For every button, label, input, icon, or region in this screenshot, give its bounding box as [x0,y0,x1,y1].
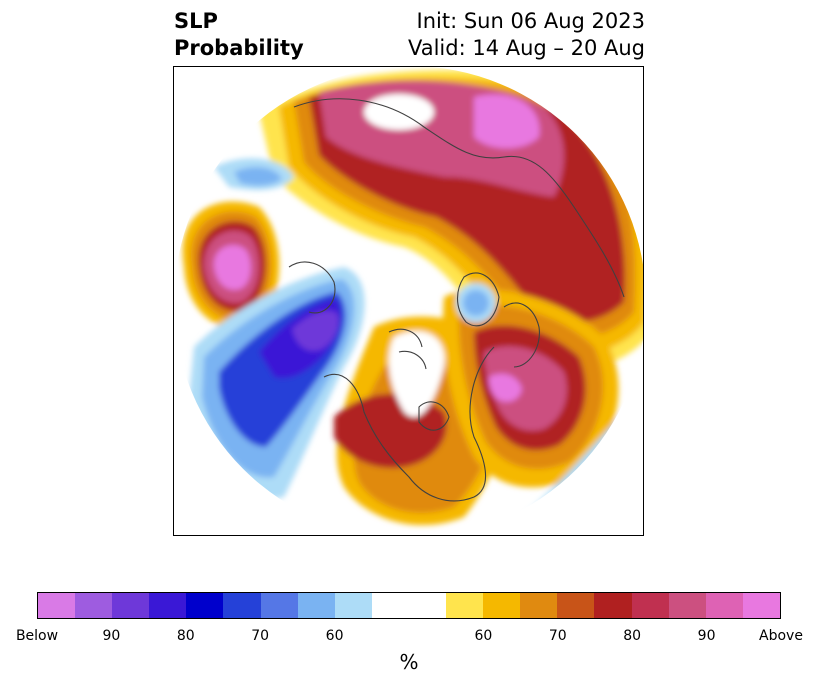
coastline-scandinavia [503,302,540,368]
colorbar-tick-label: 60 [325,628,344,644]
colorbar-tick-label: Above [759,628,803,644]
polar-map-svg [174,67,643,535]
coastline-alaska [288,261,336,314]
colorbar-tick-label: 70 [548,628,567,644]
forecast-dates: Init: Sun 06 Aug 2023 Valid: 14 Aug – 20… [408,8,645,62]
map-title: SLP Probability [174,8,304,62]
colorbar-swatch [186,593,224,618]
colorbar-swatch [557,593,595,618]
colorbar-swatch [371,593,409,618]
colorbar-swatch [112,593,150,618]
colorbar-swatch [38,593,76,618]
colorbar-tick-label: 90 [697,628,716,644]
colorbar-swatch [594,593,632,618]
probability-map [173,66,644,536]
contour-pacific-neg-90 [292,310,339,351]
contour-eurasia-high [474,94,540,149]
probability-field [174,67,643,535]
colorbar [37,592,781,619]
colorbar-swatch [260,593,298,618]
colorbar-tick-label: Below [15,628,59,644]
valid-range: Valid: 14 Aug – 20 Aug [407,36,645,60]
colorbar-swatch [520,593,558,618]
coastline-arctic-islands [388,328,427,370]
contour-bering-neg-60 [234,167,282,186]
colorbar-swatch [742,593,780,618]
colorbar-tick-label: 80 [623,628,642,644]
coastline-hudson-bay [418,401,450,431]
colorbar-swatch [334,593,372,618]
colorbar-unit: % [399,650,419,674]
colorbar-swatch [631,593,669,618]
colorbar-tick-label: 70 [251,628,270,644]
colorbar-swatch [223,593,261,618]
contour-atl-high [488,373,522,402]
title-line-variable: SLP [174,9,218,33]
colorbar-tick-label: 90 [102,628,121,644]
contour-atl-90 [484,346,567,431]
colorbar-swatch [483,593,521,618]
coastline-north-america [323,346,495,502]
colorbar-swatch [75,593,113,618]
colorbar-swatch [149,593,187,618]
contour-pacific-high [213,245,251,290]
colorbar-swatch [297,593,335,618]
title-line-type: Probability [174,36,304,60]
init-date: Init: Sun 06 Aug 2023 [416,9,645,33]
colorbar-swatch [408,593,447,618]
colorbar-swatch [705,593,743,618]
colorbar-tick-label: 80 [176,628,195,644]
coastline-greenland [456,272,500,327]
coastlines [288,98,625,502]
colorbar-swatch [446,593,484,618]
coastline-eurasia [293,98,625,298]
colorbar-swatch [668,593,706,618]
contour-greenland-neg-60 [463,290,489,316]
colorbar-tick-label: 60 [474,628,493,644]
neutral-arctic-canada [388,331,445,417]
